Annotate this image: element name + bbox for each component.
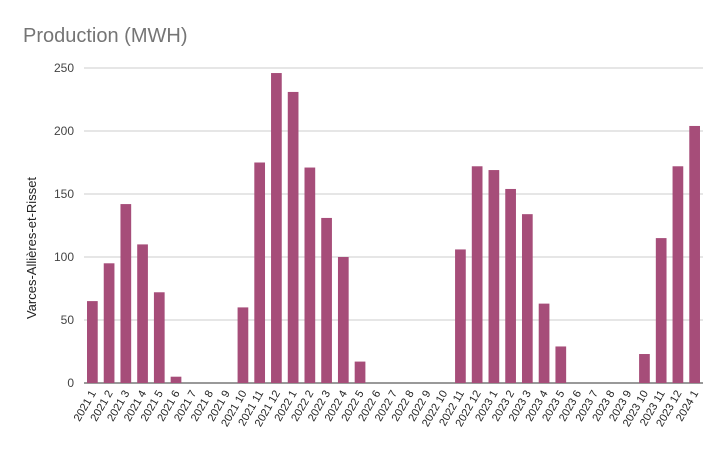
y-tick-label: 200 (54, 124, 74, 138)
bar (488, 170, 500, 383)
bars (87, 73, 700, 384)
bar (505, 188, 516, 383)
bar (254, 162, 266, 383)
bar (337, 257, 349, 383)
bar (471, 166, 483, 383)
bar (304, 167, 316, 383)
bar (287, 91, 299, 383)
bar (639, 354, 650, 383)
y-tick-label: 250 (54, 61, 74, 75)
y-tick-label: 50 (61, 313, 75, 327)
gridlines (84, 67, 703, 384)
bar (153, 292, 165, 383)
bar (170, 376, 182, 383)
bar (87, 301, 98, 383)
y-tick-label: 0 (67, 376, 74, 390)
bar (655, 238, 667, 383)
bar (271, 73, 282, 383)
bar (321, 217, 332, 383)
bar (137, 244, 148, 383)
bar (672, 166, 684, 383)
y-axis-label: Varces-Allières-et-Risset (24, 177, 39, 319)
y-tick-label: 150 (54, 187, 74, 201)
bar (103, 263, 115, 383)
bar (555, 346, 567, 383)
bar (354, 361, 366, 383)
y-tick-label: 100 (54, 250, 74, 264)
bar (237, 307, 249, 383)
bar (120, 204, 132, 383)
bar (455, 249, 466, 383)
bar (538, 303, 550, 383)
bar (521, 214, 533, 383)
chart-title: Production (MWH) (23, 25, 187, 47)
bar (689, 125, 700, 384)
y-tick-labels: 0 50 100 150 200 250 (54, 61, 74, 390)
